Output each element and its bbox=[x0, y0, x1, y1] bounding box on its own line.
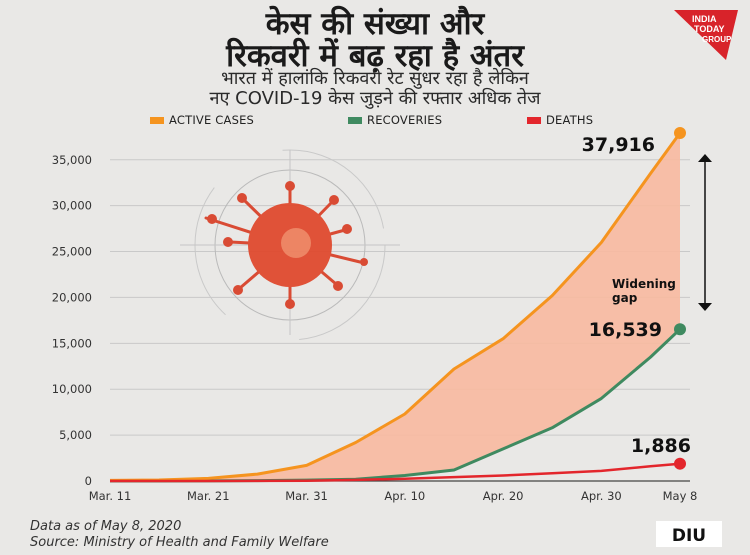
legend-swatch-active bbox=[150, 116, 164, 124]
y-tick-label: 30,000 bbox=[52, 199, 92, 213]
page-title-line2: रिकवरी में बढ़ रहा है अंतर bbox=[226, 38, 524, 74]
diu-logo: DIU bbox=[656, 521, 722, 547]
subtitle-line2: नए COVID-19 केस जुड़ने की रफ्तार अधिक ते… bbox=[209, 88, 541, 109]
svg-text:GROUP: GROUP bbox=[702, 35, 732, 44]
end-label-active: 37,916 bbox=[582, 134, 655, 156]
svg-text:DIU: DIU bbox=[672, 526, 706, 546]
annotation-widening: Widening bbox=[612, 277, 676, 291]
x-tick-label: May 8 bbox=[663, 489, 698, 503]
x-tick-label: Mar. 11 bbox=[89, 489, 132, 503]
x-tick-label: Apr. 20 bbox=[483, 489, 524, 503]
end-label-recoveries: 16,539 bbox=[589, 319, 662, 341]
legend-item-recoveries: RECOVERIES bbox=[348, 112, 442, 128]
y-tick-label: 35,000 bbox=[52, 153, 92, 167]
y-tick-label: 20,000 bbox=[52, 290, 92, 304]
end-point-active bbox=[674, 127, 686, 139]
india-today-logo: INDIA TODAY GROUP bbox=[674, 10, 738, 60]
gap-area-fill bbox=[110, 133, 680, 481]
footnote-source: Source: Ministry of Health and Family We… bbox=[30, 535, 329, 550]
legend-label-recoveries: RECOVERIES bbox=[367, 113, 443, 127]
virus-illustration-icon bbox=[180, 149, 400, 341]
x-tick-label: Mar. 21 bbox=[187, 489, 230, 503]
y-tick-label: 25,000 bbox=[52, 245, 92, 259]
legend-item-deaths: DEATHS bbox=[527, 112, 593, 128]
annotation-gap: gap bbox=[612, 291, 638, 305]
series-line-active-cases bbox=[109, 132, 682, 482]
x-tick-label: Apr. 10 bbox=[384, 489, 425, 503]
svg-text:INDIA: INDIA bbox=[692, 14, 717, 24]
x-tick-label: Apr. 30 bbox=[581, 489, 622, 503]
end-point-deaths bbox=[674, 457, 686, 470]
y-axis-ticks: 0 5,000 10,000 15,000 20,000 25,000 30,000 35,0… bbox=[52, 153, 92, 488]
page-title-line1: केस की संख्या और bbox=[265, 6, 485, 42]
x-tick-label: Mar. 31 bbox=[285, 489, 328, 503]
end-point-recoveries bbox=[674, 323, 686, 336]
footnote-date: Data as of May 8, 2020 bbox=[30, 519, 182, 534]
subtitle-line1: भारत में हालांकि रिकवरी रेट सुधर रहा है … bbox=[221, 68, 529, 89]
y-tick-label: 10,000 bbox=[52, 382, 92, 396]
x-axis-ticks: Mar. 11 Mar. 21 Mar. 31 Apr. 10 Apr. 20 Apr. … bbox=[89, 489, 698, 503]
legend-swatch-recoveries bbox=[348, 116, 362, 124]
y-tick-label: 0 bbox=[85, 474, 92, 488]
end-label-deaths: 1,886 bbox=[631, 435, 691, 457]
legend-label-active: ACTIVE CASES bbox=[169, 113, 255, 127]
legend-swatch-deaths bbox=[527, 116, 541, 124]
y-tick-label: 5,000 bbox=[59, 428, 92, 442]
legend-item-active: ACTIVE CASES bbox=[150, 112, 254, 128]
legend-label-deaths: DEATHS bbox=[546, 113, 594, 127]
svg-text:TODAY: TODAY bbox=[694, 24, 725, 34]
y-tick-label: 15,000 bbox=[52, 336, 92, 350]
series-line-deaths bbox=[110, 462, 681, 483]
gap-double-arrow-icon bbox=[698, 154, 712, 311]
